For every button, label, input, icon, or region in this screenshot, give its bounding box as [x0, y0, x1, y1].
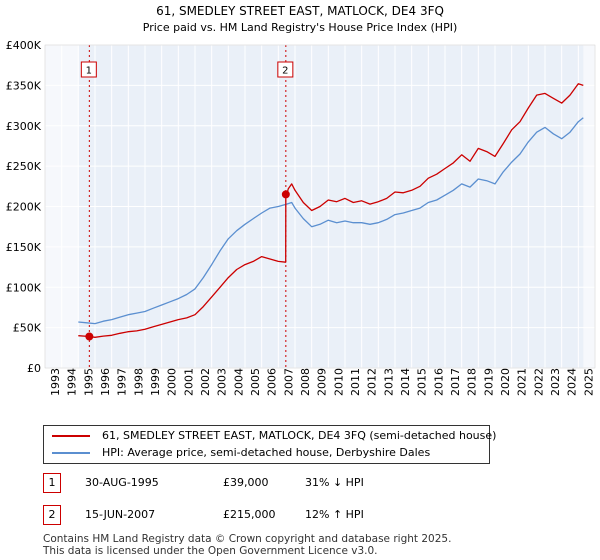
x-tick-label: 1997	[116, 368, 129, 396]
x-tick-label: 2003	[216, 368, 229, 396]
x-tick-label: 2019	[482, 368, 495, 396]
legend-swatch-property	[52, 435, 90, 437]
x-tick-label: 2010	[332, 368, 345, 396]
y-tick-label: £150K	[6, 241, 42, 254]
x-tick-label: 2017	[449, 368, 462, 396]
x-tick-label: 2004	[232, 368, 245, 396]
hpi-series-line	[78, 117, 584, 325]
chart-legend: 61, SMEDLEY STREET EAST, MATLOCK, DE4 3F…	[43, 425, 496, 464]
transaction-price: £39,000	[223, 476, 269, 489]
property-series-line	[78, 83, 584, 338]
y-tick-label: £200K	[6, 201, 42, 214]
x-tick-label: 2007	[282, 368, 295, 396]
legend-label-property: 61, SMEDLEY STREET EAST, MATLOCK, DE4 3F…	[102, 429, 497, 442]
transaction-marker-badge: 2	[43, 505, 61, 525]
sale-badge	[277, 61, 294, 78]
x-tick-label: 2023	[549, 368, 562, 396]
x-tick-label: 2014	[399, 368, 412, 396]
x-tick-label: 2018	[466, 368, 479, 396]
x-tick-label: 2000	[166, 368, 179, 396]
x-tick-label: 1993	[49, 368, 62, 396]
legend-swatch-hpi	[52, 452, 90, 454]
x-tick-label: 2011	[349, 368, 362, 396]
x-tick-label: 1998	[132, 368, 145, 396]
x-tick-label: 2006	[266, 368, 279, 396]
sale-point	[281, 190, 290, 199]
x-tick-label: 2020	[499, 368, 512, 396]
x-tick-label: 2013	[382, 368, 395, 396]
x-tick-label: 2015	[416, 368, 429, 396]
x-tick-label: 2009	[316, 368, 329, 396]
footer-line-copyright: Contains HM Land Registry data © Crown c…	[43, 533, 452, 545]
footer-attribution: Contains HM Land Registry data © Crown c…	[43, 533, 451, 557]
y-tick-label: £300K	[6, 120, 42, 133]
x-tick-label: 2002	[199, 368, 212, 396]
y-tick-label: £0	[27, 362, 41, 375]
y-tick-label: £250K	[6, 160, 42, 173]
x-tick-label: 1995	[82, 368, 95, 396]
footer-line-licence: This data is licensed under the Open Gov…	[43, 545, 378, 557]
x-tick-label: 2025	[582, 368, 595, 396]
post-data-region	[583, 45, 595, 368]
pre-data-region	[45, 45, 79, 368]
sale-badge-label: 1	[86, 66, 92, 77]
x-tick-label: 2008	[299, 368, 312, 396]
y-tick-label: £350K	[6, 79, 42, 92]
sale-point	[85, 332, 94, 341]
transaction-date: 30-AUG-1995	[85, 476, 159, 489]
plot-frame	[44, 44, 596, 369]
transaction-hpi-diff: 31% ↓ HPI	[305, 476, 364, 489]
x-tick-label: 1994	[66, 368, 79, 396]
transaction-price: £215,000	[223, 508, 276, 521]
x-tick-label: 1996	[99, 368, 112, 396]
x-tick-label: 2021	[516, 368, 529, 396]
x-tick-label: 2024	[566, 368, 579, 396]
transaction-marker-badge: 1	[43, 473, 61, 493]
x-tick-label: 2022	[532, 368, 545, 396]
price-chart: 61, SMEDLEY STREET EAST, MATLOCK, DE4 3F…	[6, 4, 600, 396]
x-tick-label: 2001	[182, 368, 195, 396]
x-tick-label: 2016	[432, 368, 445, 396]
transaction-date: 15-JUN-2007	[85, 508, 156, 521]
sale-badge-label: 2	[282, 66, 288, 77]
sale-badge	[80, 61, 97, 78]
chart-title: 61, SMEDLEY STREET EAST, MATLOCK, DE4 3F…	[156, 4, 444, 18]
x-tick-label: 1999	[149, 368, 162, 396]
y-tick-label: £400K	[6, 39, 42, 52]
y-tick-label: £50K	[13, 322, 42, 335]
chart-subtitle: Price paid vs. HM Land Registry's House …	[143, 21, 458, 34]
legend-label-hpi: HPI: Average price, semi-detached house,…	[102, 446, 431, 459]
x-tick-label: 2012	[366, 368, 379, 396]
y-tick-label: £100K	[6, 281, 42, 294]
transaction-hpi-diff: 12% ↑ HPI	[305, 508, 364, 521]
x-tick-label: 2005	[249, 368, 262, 396]
